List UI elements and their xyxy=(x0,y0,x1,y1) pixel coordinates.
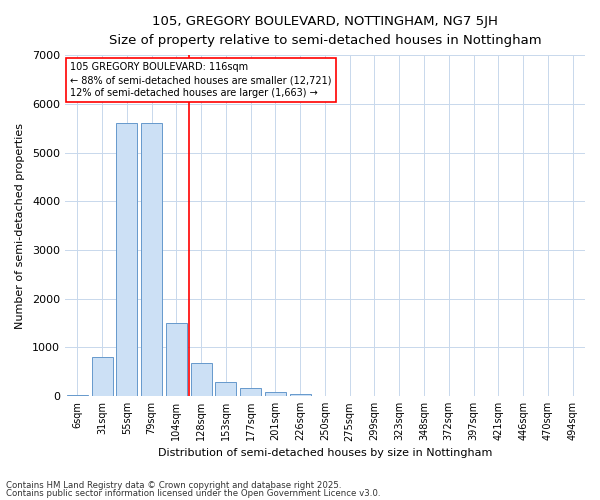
Bar xyxy=(215,382,236,396)
Bar xyxy=(67,395,88,396)
Title: 105, GREGORY BOULEVARD, NOTTINGHAM, NG7 5JH
Size of property relative to semi-de: 105, GREGORY BOULEVARD, NOTTINGHAM, NG7 … xyxy=(109,15,541,47)
Text: Contains public sector information licensed under the Open Government Licence v3: Contains public sector information licen… xyxy=(6,488,380,498)
Bar xyxy=(265,392,286,396)
Bar xyxy=(116,124,137,396)
Bar xyxy=(92,357,113,396)
Bar xyxy=(240,388,261,396)
Text: Contains HM Land Registry data © Crown copyright and database right 2025.: Contains HM Land Registry data © Crown c… xyxy=(6,481,341,490)
X-axis label: Distribution of semi-detached houses by size in Nottingham: Distribution of semi-detached houses by … xyxy=(158,448,492,458)
Bar xyxy=(141,124,162,396)
Bar xyxy=(191,363,212,396)
Y-axis label: Number of semi-detached properties: Number of semi-detached properties xyxy=(15,122,25,328)
Bar xyxy=(290,394,311,396)
Bar xyxy=(166,323,187,396)
Text: 105 GREGORY BOULEVARD: 116sqm
← 88% of semi-detached houses are smaller (12,721): 105 GREGORY BOULEVARD: 116sqm ← 88% of s… xyxy=(70,62,332,98)
